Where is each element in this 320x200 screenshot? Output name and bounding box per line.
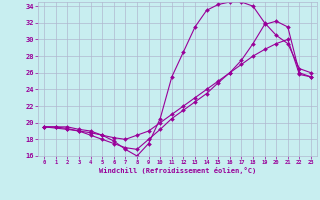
X-axis label: Windchill (Refroidissement éolien,°C): Windchill (Refroidissement éolien,°C) — [99, 167, 256, 174]
